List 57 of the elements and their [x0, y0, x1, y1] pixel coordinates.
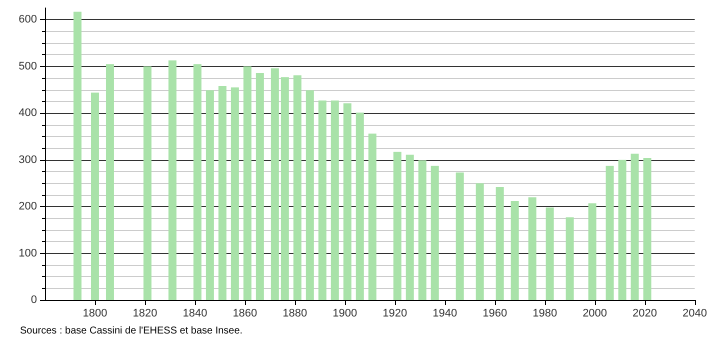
bar — [406, 154, 414, 300]
bar — [528, 197, 536, 300]
source-note: Sources : base Cassini de l'EHESS et base Insee. — [20, 326, 243, 336]
bar — [430, 166, 439, 300]
bar — [168, 60, 176, 300]
x-tick-label: 2020 — [632, 308, 658, 320]
bar — [243, 66, 252, 300]
bar — [330, 100, 339, 300]
y-tick-label: 100 — [18, 247, 37, 260]
x-tick-label: 1900 — [332, 308, 358, 320]
y-tick-label: 600 — [18, 14, 37, 26]
y-tick-label: 300 — [18, 154, 37, 166]
bar — [368, 134, 376, 300]
bar — [193, 64, 202, 300]
bar — [606, 166, 614, 300]
y-tick-label: 500 — [18, 60, 37, 72]
x-tick-label: 2000 — [582, 308, 608, 320]
bar — [230, 87, 239, 300]
bar — [510, 200, 519, 300]
x-tick-label: 1860 — [232, 308, 258, 320]
bar — [643, 158, 652, 300]
bar — [343, 103, 352, 300]
x-tick-label: 1940 — [432, 308, 458, 320]
bar — [456, 172, 464, 300]
bar — [73, 12, 82, 300]
x-tick-label: 1880 — [282, 308, 308, 320]
bar — [418, 160, 426, 300]
bar — [588, 203, 596, 300]
bar — [496, 186, 504, 300]
bar — [90, 92, 99, 300]
y-tick-label: 200 — [18, 200, 37, 213]
bar — [618, 160, 626, 300]
bar — [306, 90, 314, 300]
x-tick-label: 1980 — [532, 308, 558, 320]
bar — [630, 154, 639, 300]
x-tick-label: 1920 — [382, 308, 408, 320]
x-tick-label: 1800 — [82, 308, 108, 320]
bar — [566, 217, 574, 300]
bar — [106, 64, 114, 300]
bar — [256, 72, 264, 300]
bar — [393, 152, 402, 300]
bar — [293, 75, 302, 300]
x-tick-label: 1960 — [482, 308, 508, 320]
bar — [206, 90, 214, 300]
x-tick-label: 1840 — [182, 308, 208, 320]
bar — [143, 66, 152, 300]
bar — [546, 207, 554, 300]
bar — [356, 112, 364, 300]
bar — [280, 77, 289, 300]
x-tick-label: 1820 — [132, 308, 158, 320]
bar — [476, 183, 484, 300]
bar — [270, 68, 279, 300]
y-tick-label: 0 — [30, 294, 37, 306]
x-tick-label: 2040 — [682, 308, 708, 320]
bar — [218, 86, 226, 300]
bar — [318, 100, 326, 300]
y-tick-label: 400 — [18, 107, 37, 120]
